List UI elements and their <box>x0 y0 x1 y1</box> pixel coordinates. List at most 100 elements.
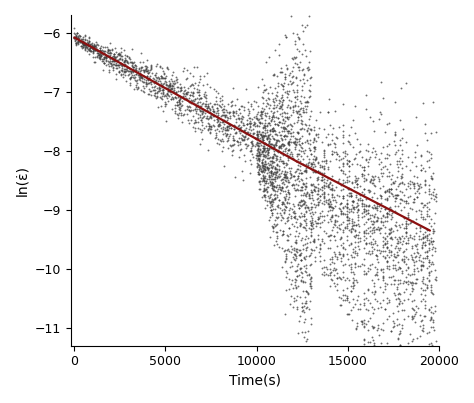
Point <box>265 139 273 146</box>
Point <box>96 45 104 51</box>
Point <box>304 99 311 106</box>
Point <box>291 177 299 183</box>
Point <box>280 188 287 194</box>
Point <box>110 57 118 64</box>
Point <box>382 217 389 224</box>
Point <box>307 194 314 201</box>
Point <box>246 123 254 130</box>
Point <box>144 77 151 83</box>
Point <box>343 204 351 211</box>
Point <box>302 202 310 209</box>
Point <box>237 118 245 124</box>
Point <box>279 179 287 185</box>
Point <box>417 181 424 187</box>
Point <box>360 201 367 208</box>
Point <box>292 238 300 245</box>
Point <box>159 96 166 102</box>
Point <box>278 137 285 143</box>
Point <box>295 138 302 144</box>
Point <box>381 241 389 247</box>
Point <box>72 33 79 39</box>
Point <box>283 287 290 293</box>
Point <box>275 143 283 149</box>
Point <box>395 295 403 302</box>
Point <box>164 88 171 95</box>
Point <box>295 318 302 324</box>
Point <box>119 71 127 77</box>
Point <box>293 136 301 143</box>
Point <box>346 132 353 138</box>
Point <box>180 88 188 94</box>
Point <box>331 212 338 218</box>
Point <box>138 63 146 70</box>
Point <box>292 60 299 66</box>
Point <box>303 163 311 170</box>
Point <box>396 137 404 143</box>
Point <box>273 131 281 138</box>
Point <box>308 159 315 166</box>
Point <box>404 200 412 207</box>
Point <box>406 167 413 173</box>
Point <box>330 279 338 286</box>
Point <box>347 193 355 199</box>
Point <box>288 280 295 287</box>
Point <box>368 194 376 201</box>
Point <box>294 172 302 179</box>
Point <box>291 172 298 179</box>
Point <box>258 159 265 165</box>
Point <box>284 141 292 147</box>
Point <box>392 141 399 148</box>
Point <box>354 235 362 242</box>
Point <box>331 219 338 226</box>
Point <box>285 145 293 152</box>
Point <box>310 238 317 245</box>
Point <box>421 178 428 185</box>
Point <box>291 94 299 100</box>
Point <box>307 278 315 285</box>
Point <box>298 197 305 203</box>
Point <box>259 169 266 175</box>
Point <box>282 197 289 203</box>
Point <box>255 149 263 155</box>
Point <box>298 198 305 204</box>
Point <box>191 118 199 125</box>
Point <box>234 139 241 145</box>
Point <box>207 115 215 121</box>
Point <box>157 80 164 87</box>
Point <box>204 104 211 111</box>
Point <box>346 186 353 192</box>
Point <box>175 99 183 105</box>
Point <box>419 199 426 206</box>
Point <box>300 160 307 167</box>
Point <box>279 245 286 251</box>
Point <box>303 272 310 278</box>
Point <box>238 132 246 138</box>
Point <box>263 123 271 130</box>
Point <box>159 75 166 81</box>
Point <box>272 131 279 137</box>
Point <box>430 228 438 235</box>
Point <box>223 126 230 132</box>
Point <box>284 189 292 195</box>
Point <box>97 53 104 60</box>
Point <box>377 299 384 306</box>
Point <box>358 210 366 216</box>
Point <box>90 44 98 50</box>
Point <box>339 297 346 303</box>
Point <box>342 224 349 230</box>
Point <box>299 287 307 294</box>
Point <box>295 170 302 177</box>
Point <box>409 271 416 277</box>
Point <box>339 180 346 186</box>
Point <box>266 234 273 240</box>
Point <box>77 42 84 49</box>
Point <box>268 201 275 207</box>
Point <box>360 208 367 214</box>
Point <box>292 141 300 147</box>
Point <box>421 129 428 136</box>
Point <box>411 189 419 196</box>
Point <box>202 103 210 110</box>
Point <box>290 173 298 179</box>
Point <box>351 239 359 245</box>
Point <box>349 197 357 204</box>
